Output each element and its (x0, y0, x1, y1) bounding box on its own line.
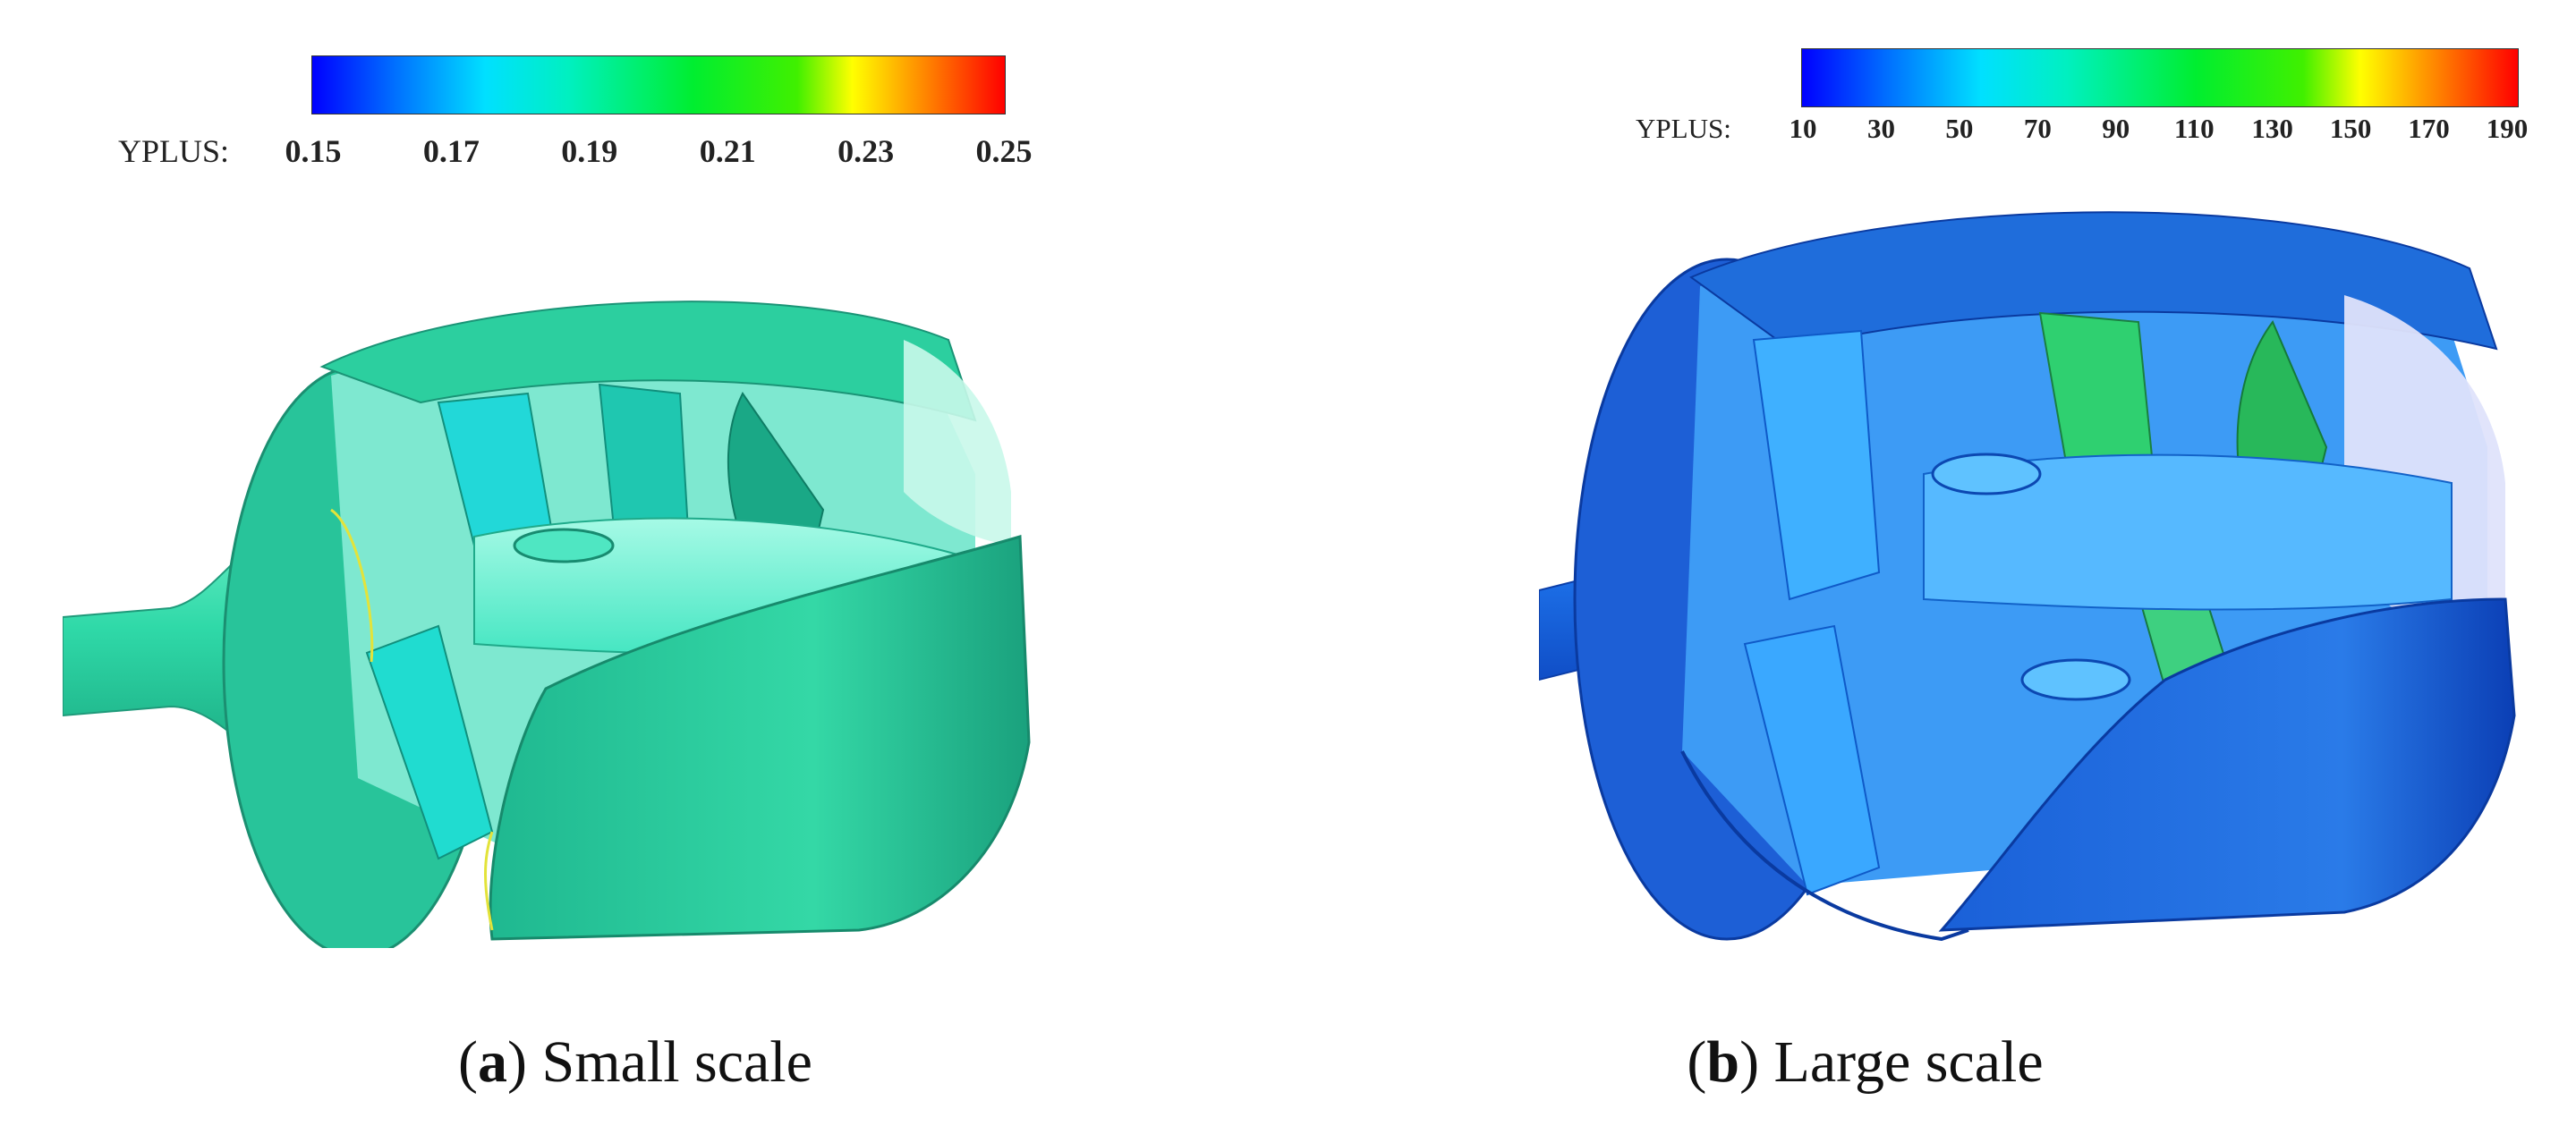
colorbar-title: YPLUS: (118, 133, 230, 169)
colorbar-tick-label: 0.23 (837, 133, 895, 169)
colorbar-tick-label: 190 (2486, 113, 2529, 144)
colorbar-tick-label: 10 (1789, 113, 1817, 144)
caption-letter: b (1706, 1029, 1740, 1095)
engine-render-small-scale (63, 301, 1031, 948)
colorbar-tick-label: 70 (2023, 113, 2052, 144)
panel-large-scale: YPLUS: 10 30 50 70 90 110 130 150 170 190 (1288, 0, 2576, 1126)
colorbar-gradient (1802, 49, 2518, 106)
caption: (b) Large scale (1687, 1029, 2044, 1095)
colorbar-labels: YPLUS: (118, 132, 229, 170)
colorbar-tick-label: 0.19 (561, 133, 618, 169)
colorbar-tick-label: 110 (2173, 113, 2215, 144)
colorbar-tick-label: 90 (2102, 113, 2130, 144)
colorbar-tick-label: 0.25 (975, 133, 1033, 169)
colorbar-labels: YPLUS: (1636, 113, 1731, 145)
colorbar-tick-label: 50 (1945, 113, 1974, 144)
colorbar-tick-label: 170 (2408, 113, 2450, 144)
colorbar-gradient (312, 56, 1005, 114)
engine-render-large-scale (1539, 211, 2516, 942)
colorbar-tick-label: 0.15 (285, 133, 342, 169)
colorbar-tick-label: 0.17 (422, 133, 480, 169)
caption: (a) Small scale (458, 1029, 812, 1095)
colorbar-title: YPLUS: (1636, 113, 1731, 144)
caption-text: Large scale (1773, 1029, 2044, 1095)
caption-text: Small scale (541, 1029, 812, 1095)
colorbar (1801, 48, 2519, 107)
caption-letter: a (478, 1029, 508, 1095)
colorbar-tick-label: 150 (2329, 113, 2372, 144)
panel-small-scale: YPLUS: 0.15 0.17 0.19 0.21 0.23 0.25 (63, 55, 1033, 1095)
colorbar-tick-label: 0.21 (699, 133, 756, 169)
colorbar-tick-label: 130 (2251, 113, 2293, 144)
colorbar-tick-label: 30 (1866, 113, 1895, 144)
colorbar (311, 55, 1006, 114)
